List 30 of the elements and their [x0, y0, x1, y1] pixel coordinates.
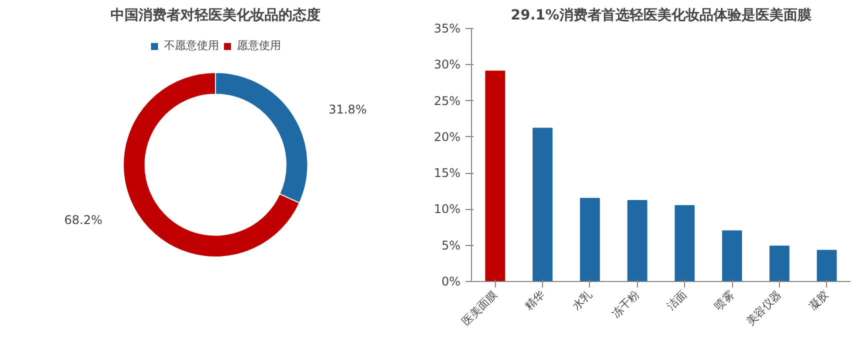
y-tick-label: 10% — [434, 202, 460, 216]
x-tick-label: 水乳 — [570, 288, 595, 313]
x-tick-label: 美容仪器 — [744, 288, 784, 328]
y-tick-label: 30% — [434, 58, 460, 72]
bar — [674, 205, 695, 282]
x-tick-label: 医美面膜 — [459, 288, 500, 328]
y-tick-label: 20% — [434, 130, 460, 144]
bar — [722, 230, 742, 282]
data-label: 68.2% — [64, 213, 102, 228]
x-tick-label: 冻干粉 — [609, 288, 642, 320]
x-tick-label: 喷雾 — [712, 288, 737, 313]
bar — [816, 250, 837, 282]
y-tick-label: 35% — [434, 22, 460, 36]
bar — [580, 198, 600, 282]
y-tick-label: 0% — [441, 274, 461, 288]
y-tick-label: 25% — [434, 94, 460, 108]
bar — [485, 70, 506, 282]
y-tick-label: 5% — [441, 238, 461, 252]
x-tick-label: 洁面 — [664, 288, 690, 313]
bar — [627, 200, 648, 282]
legend-label: 愿意使用 — [237, 38, 281, 53]
x-tick-label: 凝胶 — [806, 288, 832, 313]
bar — [532, 128, 553, 282]
bar — [769, 246, 790, 282]
chart-title: 中国消费者对轻医美化妆品的态度 — [110, 6, 320, 24]
legend-label: 不愿意使用 — [164, 38, 219, 53]
chart-title: 29.1%消费者首选轻医美化妆品体验是医美面膜 — [510, 6, 812, 24]
x-tick-label: 精华 — [522, 288, 548, 313]
data-label: 31.8% — [328, 102, 367, 116]
y-tick-label: 15% — [434, 166, 460, 180]
